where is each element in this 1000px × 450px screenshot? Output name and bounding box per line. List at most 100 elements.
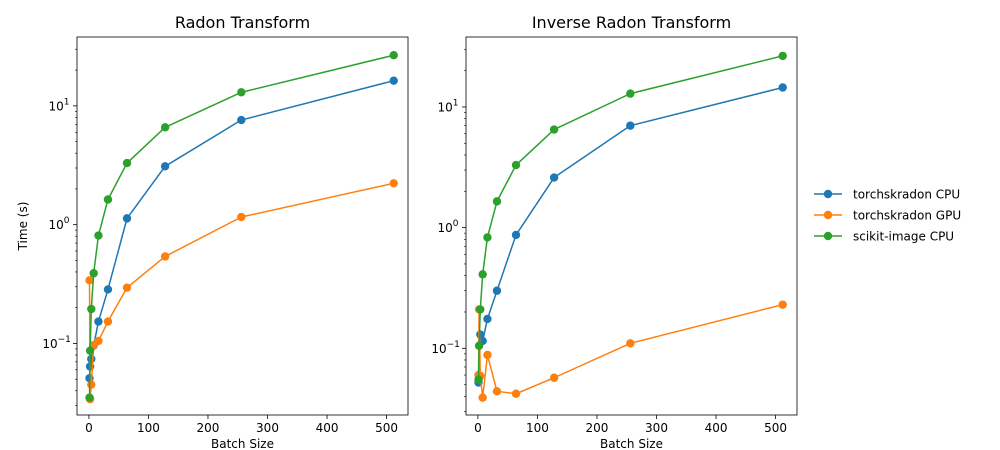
- data-point: [87, 304, 96, 314]
- data-point: [103, 285, 113, 294]
- legend-entry: torchskradon CPU: [814, 188, 960, 202]
- x-tick-label: 0: [85, 421, 93, 435]
- y-tick-label: 10: [42, 337, 57, 351]
- data-point: [476, 305, 485, 314]
- data-point: [511, 230, 521, 240]
- data-point: [103, 317, 113, 326]
- axes-frame: [76, 36, 409, 416]
- y-tick-label: 10: [49, 218, 64, 232]
- y-tick-label: 10: [49, 99, 64, 113]
- data-point: [778, 51, 787, 61]
- y-tick-label: 10: [431, 342, 446, 356]
- data-point: [549, 173, 559, 182]
- x-tick-label: 300: [256, 421, 279, 435]
- data-point: [492, 197, 502, 206]
- legend-marker: [823, 189, 833, 199]
- data-point: [492, 286, 502, 295]
- data-point: [160, 123, 170, 132]
- data-point: [549, 373, 559, 382]
- x-tick-label: 500: [375, 421, 398, 435]
- data-point: [85, 393, 94, 402]
- data-point: [85, 346, 95, 355]
- x-tick-label: 500: [764, 421, 787, 435]
- data-point: [626, 89, 635, 98]
- x-axis-label: Batch Size: [211, 437, 274, 450]
- data-point: [778, 300, 787, 309]
- x-tick-label: 0: [474, 421, 482, 435]
- x-tick-label: 100: [137, 421, 160, 435]
- data-point: [483, 350, 492, 360]
- data-point: [511, 160, 521, 170]
- data-point: [237, 88, 246, 97]
- legend: torchskradon CPU torchskradon GPU scikit-i…: [814, 188, 961, 244]
- x-tick-label: 400: [705, 421, 728, 435]
- y-tick-label: 10: [438, 100, 453, 114]
- y-tick-label: 10: [438, 221, 453, 235]
- data-point: [778, 83, 787, 92]
- data-point: [122, 158, 132, 168]
- x-tick-label: 100: [526, 421, 549, 435]
- data-point: [478, 270, 487, 279]
- data-point: [237, 212, 246, 222]
- x-tick-label: 400: [316, 421, 339, 435]
- legend-entry: torchskradon GPU: [814, 209, 961, 223]
- x-axis-label: Batch Size: [600, 437, 663, 450]
- data-point: [122, 283, 132, 292]
- legend-entry: scikit-image CPU: [814, 230, 954, 244]
- data-point: [122, 214, 132, 223]
- data-point: [389, 51, 398, 60]
- data-point: [89, 269, 98, 278]
- y-tick-exponent: 0: [453, 219, 459, 229]
- series-line: [88, 182, 394, 400]
- series-line: [88, 54, 394, 398]
- data-point: [237, 115, 246, 125]
- data-point: [94, 317, 103, 326]
- legend-marker: [823, 210, 833, 220]
- plot-title: Inverse Radon Transform: [532, 13, 731, 32]
- data-point: [483, 314, 492, 324]
- plot-area: [474, 51, 787, 402]
- series-3: [85, 51, 398, 402]
- data-point: [626, 339, 635, 348]
- data-point: [94, 336, 103, 346]
- legend-label: torchskradon GPU: [853, 209, 961, 223]
- data-point: [626, 121, 635, 130]
- data-point: [549, 125, 559, 134]
- data-point: [474, 375, 483, 384]
- x-tick-label: 300: [645, 421, 668, 435]
- data-point: [94, 231, 103, 240]
- data-point: [492, 387, 502, 396]
- plot-title: Radon Transform: [175, 13, 310, 32]
- data-point: [389, 76, 398, 85]
- data-point: [160, 162, 170, 171]
- legend-label: torchskradon CPU: [853, 188, 960, 202]
- plot-area: [85, 51, 398, 404]
- x-tick-label: 200: [197, 421, 220, 435]
- data-point: [478, 393, 487, 402]
- series-line: [477, 55, 783, 380]
- legend-marker: [823, 231, 833, 241]
- data-point: [85, 276, 94, 285]
- data-point: [483, 233, 492, 242]
- y-tick-exponent: −1: [58, 335, 71, 345]
- y-tick-exponent: −1: [447, 340, 460, 350]
- data-point: [474, 341, 484, 350]
- legend-label: scikit-image CPU: [853, 230, 954, 244]
- data-point: [511, 389, 521, 398]
- data-point: [103, 195, 113, 204]
- axes-frame: [465, 36, 798, 416]
- data-point: [87, 354, 96, 364]
- y-axis-label: Time (s): [16, 202, 30, 252]
- data-point: [389, 179, 398, 188]
- data-point: [160, 252, 170, 261]
- x-tick-label: 200: [586, 421, 609, 435]
- data-point: [87, 380, 96, 389]
- y-tick-exponent: 0: [64, 216, 70, 226]
- y-tick-exponent: 1: [64, 97, 70, 107]
- series-3: [474, 51, 787, 384]
